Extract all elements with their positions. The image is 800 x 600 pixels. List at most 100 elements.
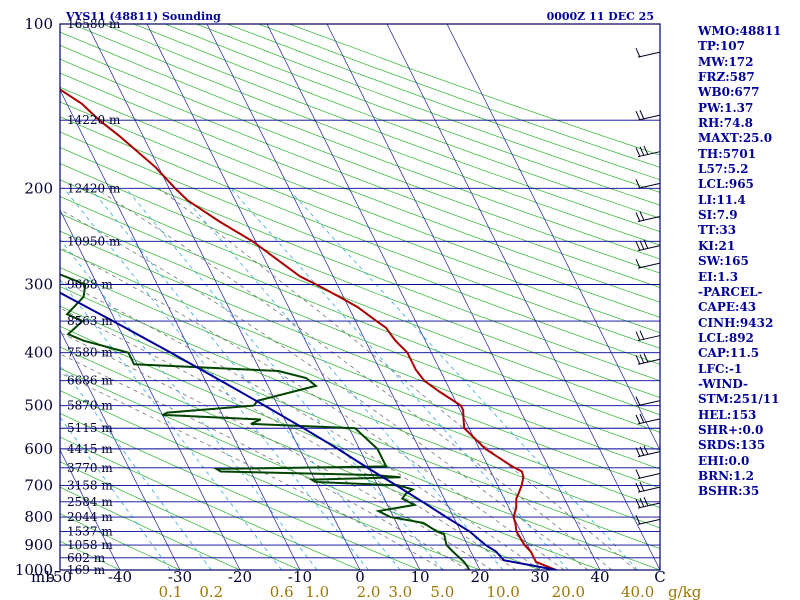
wind-barb-flag bbox=[639, 482, 645, 492]
wind-barb-flag bbox=[635, 179, 641, 189]
index-item: HEL:153 bbox=[698, 407, 757, 422]
index-item: -PARCEL- bbox=[698, 284, 763, 299]
height-label: 5115 m bbox=[67, 421, 113, 435]
temperature-tick-label: 0 bbox=[355, 568, 365, 586]
pressure-unit-label: mb bbox=[31, 568, 55, 586]
mixing-ratio-line bbox=[90, 188, 401, 570]
wind-barb-flag bbox=[635, 482, 641, 493]
mixing-ratio-line bbox=[176, 188, 504, 570]
temperature-tick-label: -10 bbox=[288, 568, 312, 586]
index-item: LI:11.4 bbox=[698, 192, 746, 207]
pressure-tick-label: 200 bbox=[24, 179, 53, 197]
index-item: PW:1.37 bbox=[698, 100, 754, 115]
pressure-tick-label: 1000 bbox=[15, 561, 53, 579]
index-item: MAXT:25.0 bbox=[698, 131, 773, 146]
temperature-tick-label: -50 bbox=[48, 568, 72, 586]
mixing-ratio-tick-label: 0.2 bbox=[199, 583, 223, 600]
height-label: 6686 m bbox=[67, 374, 113, 388]
wind-barb-shaft bbox=[637, 451, 661, 458]
wind-barb-shaft bbox=[637, 114, 661, 121]
wind-barb-flag bbox=[635, 414, 641, 425]
height-label: 1537 m bbox=[67, 524, 113, 538]
wind-barb-flag bbox=[639, 330, 645, 340]
isotherm-line bbox=[266, 24, 541, 570]
pressure-tick-label: 700 bbox=[24, 476, 53, 494]
height-label: 602 m bbox=[67, 551, 106, 565]
wind-barb-shaft bbox=[637, 486, 661, 493]
index-item: MW:172 bbox=[698, 54, 754, 69]
wind-barb-shaft bbox=[637, 400, 661, 407]
wind-barb-flag bbox=[639, 110, 645, 120]
wind-barb-flag bbox=[635, 396, 641, 406]
index-item: CAPE:43 bbox=[698, 300, 757, 315]
wind-barb-shaft bbox=[637, 473, 661, 480]
height-label: 2044 m bbox=[67, 510, 113, 524]
wind-barb-flag bbox=[639, 413, 645, 424]
plot-frame bbox=[59, 23, 661, 571]
wind-barb-flag bbox=[635, 47, 641, 58]
wind-barb-flag bbox=[635, 355, 641, 365]
wind-barb-flag bbox=[643, 445, 649, 456]
isotherm-line bbox=[60, 449, 121, 570]
index-item: EI:1.3 bbox=[698, 269, 739, 284]
isotherm-line bbox=[60, 329, 181, 570]
index-item: SW:165 bbox=[698, 254, 749, 269]
wind-barb-flag bbox=[635, 241, 641, 251]
height-label: 12420 m bbox=[67, 181, 121, 195]
index-item: LCL:965 bbox=[698, 177, 754, 192]
wind-barb-shaft bbox=[637, 518, 661, 525]
isotherm-line bbox=[446, 24, 660, 451]
chart-title: VYS11 (48811) Sounding bbox=[65, 10, 221, 23]
wind-barb-shaft bbox=[637, 245, 661, 252]
isotherm-line bbox=[206, 24, 481, 570]
wind-barb-flag bbox=[639, 146, 645, 157]
isotherm-line bbox=[86, 24, 361, 570]
wind-barb-flag bbox=[643, 497, 649, 507]
isotherm-line bbox=[386, 24, 660, 570]
index-item: WB0:677 bbox=[698, 85, 760, 100]
height-label: 7580 m bbox=[67, 346, 113, 360]
mixing-ratio-tick-label: 20.0 bbox=[552, 583, 585, 600]
wind-barb-shaft bbox=[637, 502, 661, 509]
index-item: RH:74.8 bbox=[698, 116, 753, 131]
dry-adiabat-line bbox=[71, 24, 660, 246]
index-item: TT:33 bbox=[698, 223, 737, 238]
index-item: BSHR:35 bbox=[698, 484, 760, 499]
wind-barb-flag bbox=[635, 447, 641, 457]
mixing-ratio-tick-label: 0.6 bbox=[270, 583, 294, 600]
wind-barb-flag bbox=[643, 145, 649, 156]
wind-barb-shaft bbox=[637, 151, 661, 158]
height-label: 10950 m bbox=[67, 234, 121, 248]
height-label: 3770 m bbox=[67, 461, 113, 475]
wind-barb-flag bbox=[639, 240, 645, 250]
temperature-tick-label: 10 bbox=[410, 568, 429, 586]
wind-barb-flag bbox=[639, 354, 645, 364]
wind-barb-shaft bbox=[637, 216, 661, 222]
mixing-ratio-unit-label: g/kg bbox=[668, 583, 702, 600]
temperature-tick-label: C bbox=[654, 568, 665, 586]
index-item: TH:5701 bbox=[698, 146, 757, 161]
wind-barb-flag bbox=[635, 147, 641, 157]
mixing-ratio-tick-label: 3.0 bbox=[388, 583, 412, 600]
dry-adiabat-line bbox=[60, 412, 421, 570]
wind-barb-shaft bbox=[637, 418, 661, 425]
mixing-ratio-tick-label: 2.0 bbox=[357, 583, 381, 600]
index-item: STM:251/11 bbox=[698, 392, 780, 407]
index-item: EHI:0.0 bbox=[698, 453, 750, 468]
wind-barb-shaft bbox=[637, 262, 661, 269]
wind-barb-shaft bbox=[637, 182, 661, 189]
height-label: 8563 m bbox=[67, 314, 113, 328]
mixing-ratio-line bbox=[60, 279, 283, 570]
index-item: KI:21 bbox=[698, 238, 736, 253]
isotherm-line bbox=[146, 24, 421, 570]
mixing-ratio-line bbox=[125, 188, 443, 570]
mixing-ratio-line bbox=[60, 238, 318, 570]
wind-barb-shaft bbox=[637, 51, 661, 58]
index-item: CAP:11.5 bbox=[698, 346, 760, 361]
mixing-ratio-line bbox=[230, 188, 569, 570]
index-item: SI:7.9 bbox=[698, 208, 738, 223]
mixing-ratio-line bbox=[63, 188, 369, 570]
chart-date: 0000Z 11 DEC 25 bbox=[547, 10, 654, 23]
wind-barb-shaft bbox=[637, 335, 661, 342]
